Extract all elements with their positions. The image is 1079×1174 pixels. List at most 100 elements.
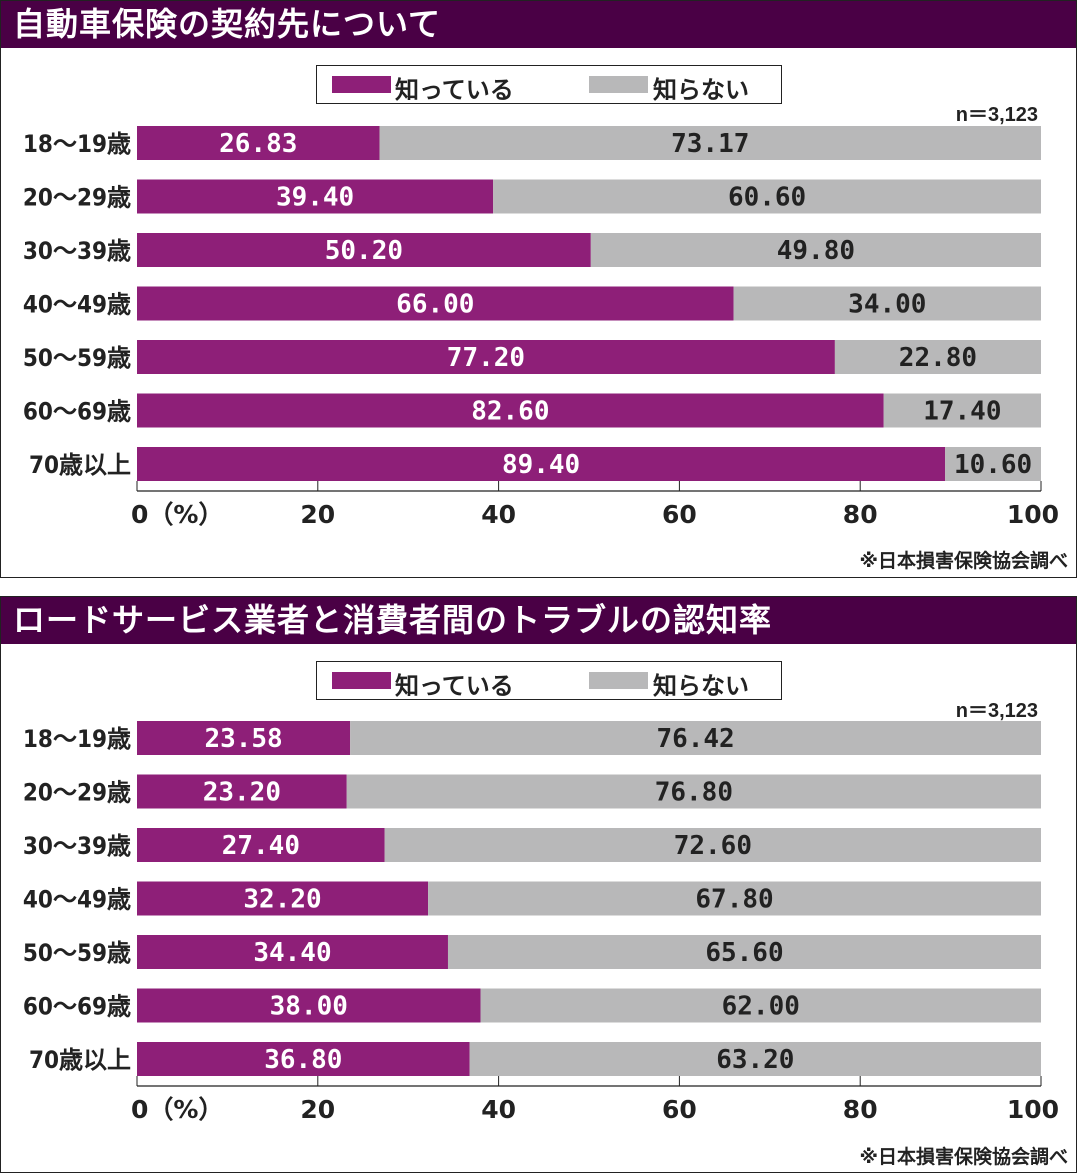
legend-swatch-known	[332, 76, 391, 93]
x-tick-label: 0（%）	[131, 1095, 223, 1124]
category-label: 60〜69歳	[23, 993, 131, 1021]
data-label-unknown: 72.60	[674, 831, 752, 861]
bar-unknown	[883, 393, 1041, 428]
x-tick-label: 100	[1007, 500, 1059, 529]
data-label-known: 23.58	[204, 724, 282, 754]
data-label-unknown: 34.00	[848, 290, 926, 320]
bar-known	[137, 447, 946, 481]
x-tick-label: 0（%）	[131, 500, 223, 529]
category-label: 50〜59歳	[23, 939, 131, 967]
category-label: 30〜39歳	[23, 832, 131, 860]
x-tick-label: 20	[300, 1095, 335, 1124]
category-label: 70歳以上	[29, 1046, 131, 1074]
legend-swatch-known	[332, 672, 391, 689]
sample-size-1: n＝3,123	[955, 104, 1038, 126]
bar-known	[137, 126, 380, 160]
bar-unknown	[379, 126, 1041, 160]
bar-unknown	[346, 774, 1041, 809]
data-label-known: 50.20	[325, 236, 403, 266]
source-note-1: ※日本損害保険協会調べ	[859, 550, 1068, 572]
data-label-unknown: 10.60	[954, 450, 1032, 480]
bar-unknown	[834, 340, 1041, 374]
legend-swatch-unknown	[589, 672, 648, 689]
data-label-known: 36.80	[264, 1045, 342, 1075]
data-label-known: 27.40	[222, 831, 300, 861]
legend-label-unknown: 知らない	[653, 672, 749, 700]
bar-known	[137, 233, 591, 267]
chart-title-1: 自動車保険の契約先について	[1, 1, 1076, 48]
bar-known	[137, 286, 734, 321]
data-label-unknown: 73.17	[671, 129, 749, 159]
data-label-known: 26.83	[219, 129, 297, 159]
x-tick-label: 100	[1007, 1095, 1059, 1124]
category-label: 40〜49歳	[23, 886, 131, 914]
legend-swatch-unknown	[589, 76, 648, 93]
legend-label-known: 知っている	[395, 672, 514, 700]
bar-unknown	[384, 828, 1041, 862]
category-label: 30〜39歳	[23, 237, 131, 265]
chart-panel-1: 自動車保険の契約先について 知っている 知らない n＝3,123 18〜19歳 2…	[0, 0, 1077, 578]
bar-unknown	[945, 447, 1041, 481]
chart-plot-1: 18〜19歳 26.83 73.17 20〜29歳 39.40 60.60 30〜39歳 50…	[23, 126, 1059, 529]
bar-unknown	[493, 179, 1041, 214]
data-label-unknown: 22.80	[899, 343, 977, 373]
x-tick-label: 40	[481, 500, 516, 529]
legend-label-unknown: 知らない	[653, 76, 749, 104]
bar-unknown	[428, 881, 1041, 916]
data-label-known: 66.00	[396, 290, 474, 320]
chart-plot-2: 18〜19歳 23.58 76.42 20〜29歳 23.20 76.80 30〜39歳 27…	[23, 721, 1059, 1124]
data-label-known: 82.60	[471, 397, 549, 427]
category-label: 40〜49歳	[23, 291, 131, 319]
sample-size-2: n＝3,123	[955, 700, 1038, 722]
bar-known	[137, 179, 494, 214]
source-note-2: ※日本損害保険協会調べ	[859, 1146, 1068, 1168]
x-tick-label: 80	[843, 500, 878, 529]
data-label-unknown: 76.80	[655, 778, 733, 808]
data-label-known: 23.20	[203, 778, 281, 808]
chart-title-2: ロードサービス業者と消費者間のトラブルの認知率	[1, 597, 1076, 644]
data-label-unknown: 76.42	[656, 724, 734, 754]
category-label: 20〜29歳	[23, 779, 131, 807]
bar-unknown	[447, 935, 1041, 969]
bar-known	[137, 881, 429, 916]
data-label-unknown: 49.80	[777, 236, 855, 266]
bar-known	[137, 721, 351, 755]
bar-known	[137, 393, 884, 428]
data-label-unknown: 65.60	[705, 938, 783, 968]
data-label-unknown: 60.60	[728, 183, 806, 213]
category-label: 70歳以上	[29, 451, 131, 479]
legend-1: 知っている 知らない	[316, 65, 782, 104]
bar-known	[137, 828, 385, 862]
data-label-known: 32.20	[243, 885, 321, 915]
data-label-known: 89.40	[502, 450, 580, 480]
bar-unknown	[590, 233, 1041, 267]
data-label-unknown: 63.20	[716, 1045, 794, 1075]
bar-unknown	[350, 721, 1041, 755]
bar-known	[137, 988, 481, 1023]
x-tick-label: 20	[300, 500, 335, 529]
x-tick-label: 60	[662, 1095, 697, 1124]
data-label-known: 34.40	[253, 938, 331, 968]
bar-unknown	[480, 988, 1041, 1023]
x-tick-label: 40	[481, 1095, 516, 1124]
bar-known	[137, 774, 347, 809]
category-label: 60〜69歳	[23, 398, 131, 426]
data-label-unknown: 62.00	[722, 992, 800, 1022]
x-tick-label: 60	[662, 500, 697, 529]
x-tick-label: 80	[843, 1095, 878, 1124]
bar-known	[137, 340, 835, 374]
legend-label-known: 知っている	[395, 76, 514, 104]
category-label: 50〜59歳	[23, 344, 131, 372]
legend-2: 知っている 知らない	[316, 661, 782, 700]
data-label-unknown: 17.40	[923, 397, 1001, 427]
category-label: 18〜19歳	[23, 130, 131, 158]
category-label: 20〜29歳	[23, 184, 131, 212]
bar-known	[137, 935, 448, 969]
bar-unknown	[733, 286, 1041, 321]
data-label-unknown: 67.80	[695, 885, 773, 915]
bar-known	[137, 1042, 470, 1076]
data-label-known: 77.20	[447, 343, 525, 373]
data-label-known: 38.00	[270, 992, 348, 1022]
bar-unknown	[469, 1042, 1041, 1076]
chart-panel-2: ロードサービス業者と消費者間のトラブルの認知率 知っている 知らない n＝3,1…	[0, 596, 1077, 1173]
